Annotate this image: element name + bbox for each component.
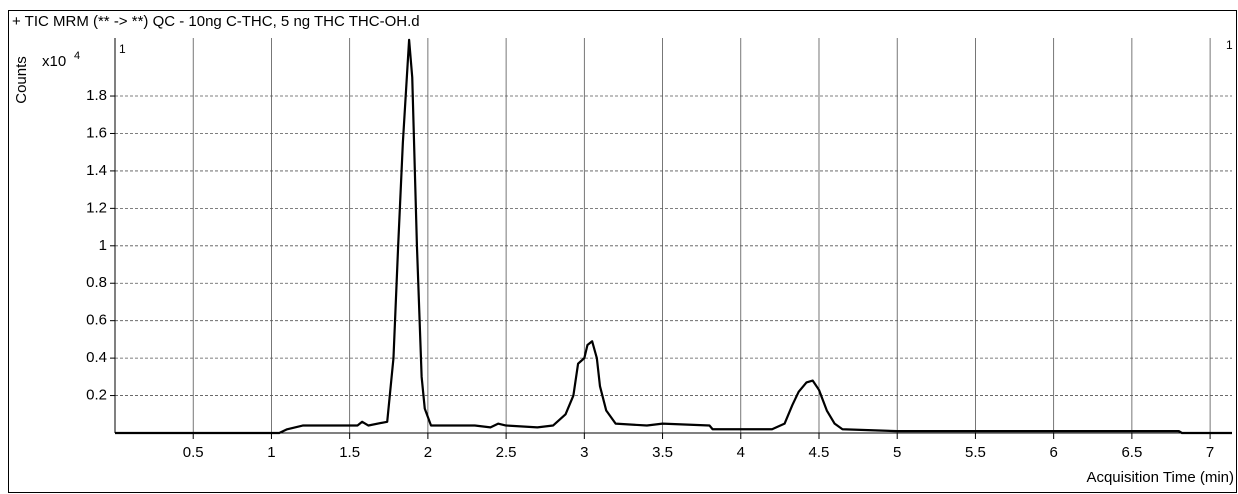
x-tick-label: 6	[1049, 444, 1057, 461]
y-tick-label: 1.8	[86, 87, 107, 104]
x-tick-label: 5.5	[965, 444, 986, 461]
x-axis-label: Acquisition Time (min)	[1086, 469, 1234, 486]
x-tick-label: 1	[267, 444, 275, 461]
y-tick-label: 0.8	[86, 274, 107, 291]
x-tick-label: 4.5	[809, 444, 830, 461]
x-tick-label: 6.5	[1121, 444, 1142, 461]
y-scale-exponent: 4	[74, 50, 80, 62]
y-tick-label: 0.4	[86, 349, 107, 366]
x-tick-label: 3	[580, 444, 588, 461]
x-tick-label: 7	[1206, 444, 1214, 461]
y-scale-base: x10	[42, 53, 66, 70]
x-tick-label: 4	[737, 444, 745, 461]
y-tick-label: 1.6	[86, 124, 107, 141]
x-tick-label: 0.5	[183, 444, 204, 461]
x-tick-label: 5	[893, 444, 901, 461]
y-tick-label: 1.2	[86, 199, 107, 216]
panel-label: 1	[1226, 38, 1233, 52]
panel-label: 1	[119, 42, 126, 56]
y-tick-label: 1	[99, 237, 107, 254]
x-tick-label: 2	[424, 444, 432, 461]
data-line	[115, 38, 1232, 435]
y-tick-label: 1.4	[86, 162, 107, 179]
x-tick-label: 1.5	[339, 444, 360, 461]
y-tick-label: 0.6	[86, 312, 107, 329]
chart-title: + TIC MRM (** -> **) QC - 10ng C-THC, 5 …	[12, 13, 420, 30]
y-tick-label: 0.2	[86, 387, 107, 404]
frame	[8, 10, 1237, 493]
x-tick-label: 2.5	[496, 444, 517, 461]
x-tick-label: 3.5	[652, 444, 673, 461]
y-axis-label: Counts	[13, 56, 30, 104]
